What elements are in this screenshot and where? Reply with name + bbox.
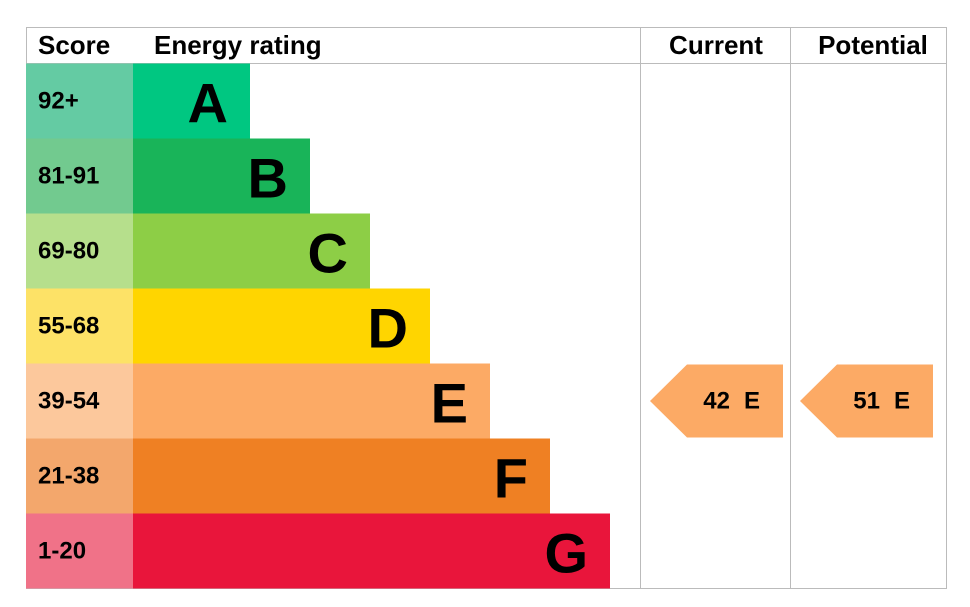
rating-letter: D [368, 297, 408, 360]
header: Energy rating [154, 30, 322, 60]
rating-letter: E [431, 372, 468, 435]
rating-bar [133, 213, 370, 289]
rating-score: 42 [703, 388, 730, 415]
rating-letter: E [744, 388, 760, 415]
score-range: 39-54 [38, 388, 100, 415]
rating-arrow [800, 364, 933, 438]
header: Current [669, 30, 763, 60]
score-range: 92+ [38, 88, 79, 115]
score-range: 69-80 [38, 238, 99, 265]
rating-arrow [650, 364, 783, 438]
header: Score [38, 30, 110, 60]
rating-letter: B [248, 147, 288, 210]
score-range: 1-20 [38, 538, 86, 565]
score-cell [26, 213, 133, 289]
score-cell [26, 138, 133, 214]
rating-bar [133, 438, 550, 514]
rating-letter: E [894, 388, 910, 415]
score-range: 55-68 [38, 313, 99, 340]
rating-bar [133, 288, 430, 364]
header: Potential [818, 30, 928, 60]
score-cell [26, 513, 133, 589]
score-cell [26, 438, 133, 514]
rating-bar [133, 138, 310, 214]
rating-bar [133, 63, 250, 139]
rating-bar [133, 513, 610, 589]
score-range: 21-38 [38, 463, 99, 490]
rating-letter: A [188, 72, 228, 135]
rating-letter: F [494, 447, 528, 510]
score-cell [26, 63, 133, 139]
rating-letter: G [544, 522, 588, 585]
rating-bar [133, 363, 490, 439]
rating-score: 51 [853, 388, 880, 415]
score-cell [26, 288, 133, 364]
score-cell [26, 363, 133, 439]
score-range: 81-91 [38, 163, 99, 190]
rating-letter: C [308, 222, 348, 285]
